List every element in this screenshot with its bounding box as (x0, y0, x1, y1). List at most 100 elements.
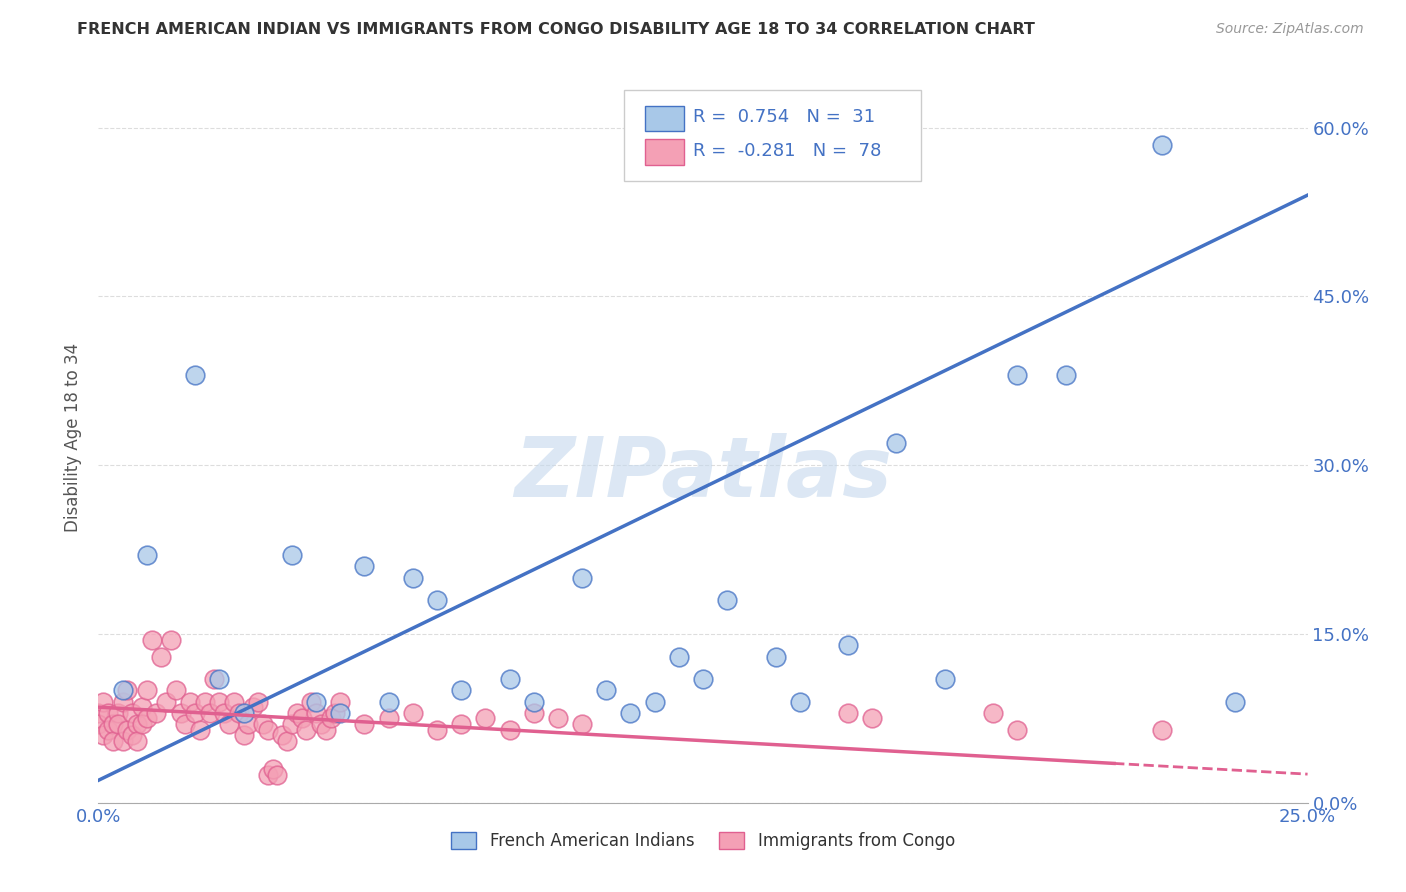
Point (281, 717, 304, 731)
Point (595, 683, 617, 698)
Point (160, 632, 183, 647)
Point (1223, 694, 1246, 708)
Point (212, 706, 235, 720)
Point (262, 762, 284, 776)
Point (547, 711, 569, 725)
Point (204, 672, 226, 686)
Point (145, 706, 167, 720)
Point (184, 368, 207, 383)
Text: R =  0.754   N =  31: R = 0.754 N = 31 (693, 109, 876, 127)
Point (523, 694, 546, 708)
Point (450, 683, 472, 698)
Point (886, 435, 908, 450)
Point (329, 706, 352, 720)
Point (107, 706, 129, 720)
Point (644, 694, 666, 708)
Point (281, 548, 304, 562)
Point (91, 694, 114, 708)
Point (498, 672, 520, 686)
Point (353, 717, 375, 731)
Point (256, 723, 278, 737)
Point (1007, 368, 1029, 383)
Point (228, 706, 250, 720)
Point (319, 711, 342, 725)
Point (107, 717, 129, 731)
FancyBboxPatch shape (645, 106, 683, 131)
Point (242, 700, 264, 714)
Point (117, 683, 139, 698)
Point (1152, 137, 1174, 152)
Point (179, 694, 201, 708)
Point (377, 711, 399, 725)
Point (131, 717, 153, 731)
Point (523, 706, 546, 720)
Point (309, 717, 332, 731)
Point (111, 694, 134, 708)
FancyBboxPatch shape (624, 90, 921, 181)
Point (325, 706, 347, 720)
Point (981, 706, 1004, 720)
Point (97, 706, 120, 720)
Point (238, 717, 260, 731)
Point (276, 734, 298, 748)
Point (135, 683, 157, 698)
Point (165, 683, 187, 698)
Text: R =  -0.281   N =  78: R = -0.281 N = 78 (693, 142, 882, 160)
Point (402, 571, 425, 585)
Point (127, 717, 149, 731)
Point (692, 672, 714, 686)
Text: FRENCH AMERICAN INDIAN VS IMMIGRANTS FROM CONGO DISABILITY AGE 18 TO 34 CORRELAT: FRENCH AMERICAN INDIAN VS IMMIGRANTS FRO… (77, 22, 1035, 37)
Point (141, 632, 163, 647)
Point (305, 706, 328, 720)
Point (498, 723, 520, 737)
Point (329, 694, 352, 708)
Point (837, 638, 859, 652)
Point (290, 711, 312, 725)
Point (198, 706, 221, 720)
Point (668, 649, 690, 664)
Point (765, 649, 787, 664)
Point (285, 706, 308, 720)
Point (232, 706, 254, 720)
Point (117, 723, 139, 737)
Point (247, 694, 270, 708)
Point (256, 767, 278, 781)
Point (111, 734, 134, 748)
Point (252, 717, 274, 731)
Point (402, 706, 425, 720)
Point (305, 694, 328, 708)
Point (571, 571, 593, 585)
Point (188, 723, 211, 737)
Point (194, 694, 217, 708)
Point (271, 728, 294, 742)
Point (353, 559, 375, 574)
Point (222, 694, 245, 708)
Point (121, 728, 143, 742)
Point (218, 717, 240, 731)
Legend: French American Indians, Immigrants from Congo: French American Indians, Immigrants from… (444, 825, 962, 856)
Point (266, 767, 288, 781)
Point (135, 711, 157, 725)
Point (174, 717, 197, 731)
Point (299, 694, 322, 708)
Point (87, 706, 110, 720)
Point (111, 683, 134, 698)
Point (87, 717, 110, 731)
Point (155, 694, 177, 708)
Point (208, 694, 231, 708)
Point (474, 711, 496, 725)
Point (377, 694, 399, 708)
Point (1152, 723, 1174, 737)
Y-axis label: Disability Age 18 to 34: Disability Age 18 to 34 (65, 343, 83, 532)
Point (131, 700, 153, 714)
Point (619, 706, 641, 720)
Point (450, 717, 472, 731)
FancyBboxPatch shape (645, 139, 683, 165)
Point (101, 734, 124, 748)
Point (860, 711, 883, 725)
Point (150, 649, 173, 664)
Point (169, 706, 191, 720)
Point (208, 672, 231, 686)
Text: ZIPatlas: ZIPatlas (515, 434, 891, 514)
Point (184, 706, 207, 720)
